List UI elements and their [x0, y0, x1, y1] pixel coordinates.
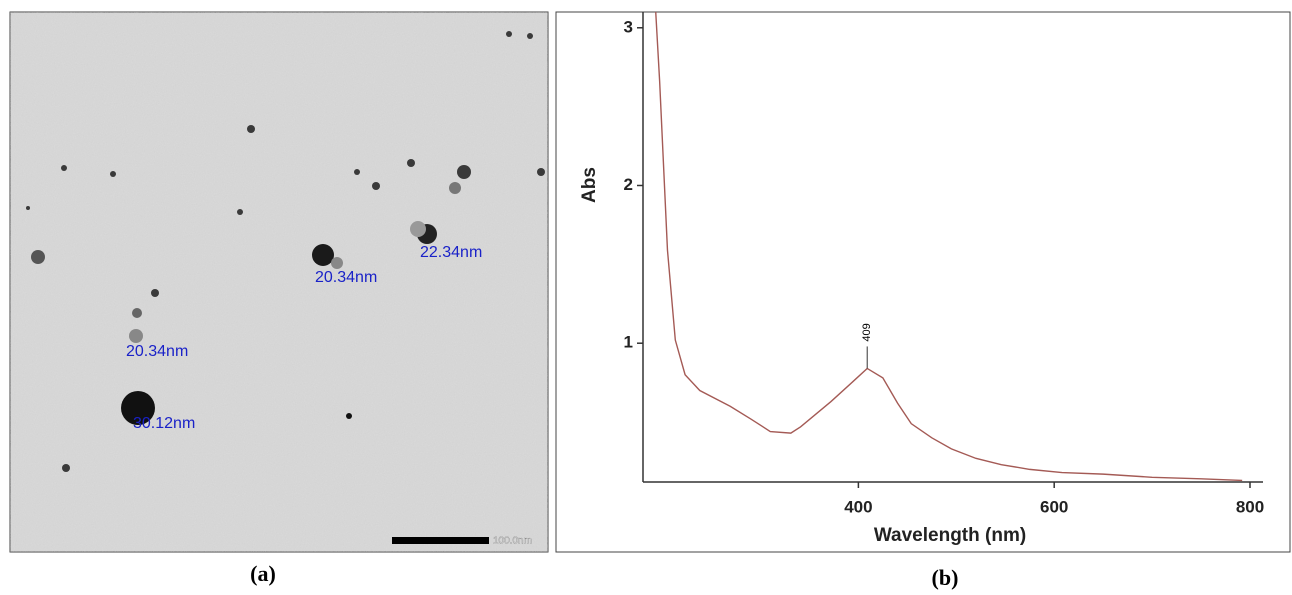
- measurement-label: 20.34nm: [315, 269, 377, 286]
- spectrum-panel: Wavelength (nm) Abs (b): [555, 11, 1291, 590]
- peak-label: 409: [861, 323, 873, 341]
- measurement-label: 20.34nm: [126, 343, 188, 360]
- spectrum-line: [655, 12, 1243, 482]
- x-tick-label: 400: [844, 497, 872, 516]
- caption: (a): [250, 561, 276, 586]
- tem-panel: 22.34nm 20.34nm 20.34nm 30.12nm 100.0nm …: [9, 11, 549, 586]
- y-tick-label: 1: [624, 333, 633, 352]
- y-axis-label: Abs: [579, 167, 600, 203]
- scale-bar-label: 100.0nm: [493, 536, 532, 547]
- x-tick-label: 600: [1040, 497, 1068, 516]
- x-tick-label: 800: [1236, 497, 1264, 516]
- y-tick-label: 2: [624, 175, 633, 194]
- panel-frame: [555, 11, 1291, 553]
- y-tick-label: 3: [624, 17, 633, 36]
- measurement-label: 30.12nm: [133, 415, 195, 432]
- scale-bar: [392, 537, 489, 544]
- tem-noise: [10, 12, 548, 552]
- x-axis-label: Wavelength (nm): [874, 525, 1026, 546]
- measurement-label: 22.34nm: [420, 244, 482, 261]
- caption: (b): [932, 565, 959, 590]
- particles: [26, 31, 545, 472]
